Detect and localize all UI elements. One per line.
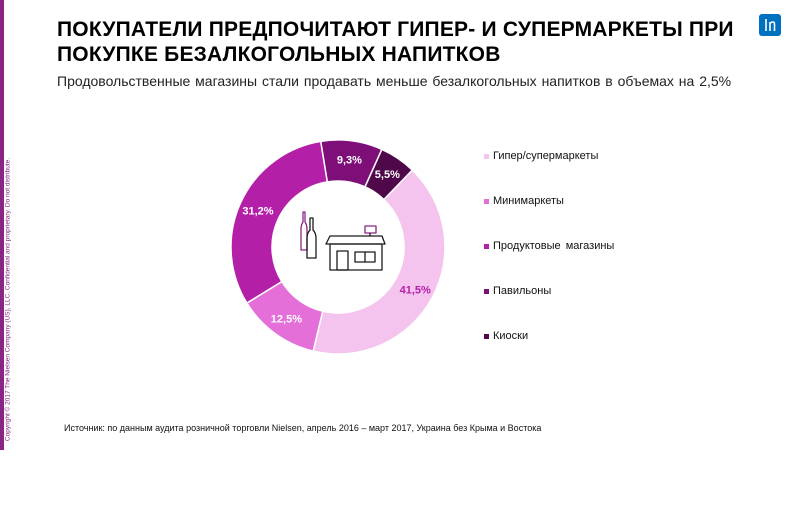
legend-swatch (484, 198, 489, 204)
legend-label: Минимаркеты (493, 195, 564, 207)
slice-label-2: 12,5% (271, 313, 302, 325)
legend-item-2: Минимаркеты (484, 195, 564, 207)
legend-item-1: Гипер/супермаркеты (484, 150, 598, 162)
slice-label-5: 5,5% (375, 169, 400, 181)
legend-swatch (484, 333, 489, 339)
donut-chart: 41,5% 12,5% 31,2% 9,3% 5,5% (230, 139, 446, 355)
slice-label-4: 9,3% (337, 155, 362, 167)
legend-item-5: Киоски (484, 330, 528, 342)
store-and-bottles-icon (300, 211, 386, 271)
slice-label-1: 41,5% (400, 284, 431, 296)
legend-label: Гипер/супермаркеты (493, 150, 599, 162)
legend-label: Киоски (493, 330, 529, 342)
page-subtitle: Продовольственные магазины стали продава… (57, 73, 732, 89)
slice-label-3: 31,2% (242, 205, 273, 217)
donut-slice-labels: 41,5% 12,5% 31,2% 9,3% 5,5% (242, 155, 431, 326)
nielsen-logo-icon (759, 14, 781, 36)
legend-label: Павильоны (493, 285, 552, 297)
legend-swatch (484, 243, 489, 249)
legend-swatch (484, 288, 489, 294)
legend-label: Продуктовые магазины (493, 240, 615, 252)
legend-swatch (484, 153, 489, 159)
nielsen-logo-mark (765, 19, 776, 31)
brand-side-bar (0, 0, 4, 450)
donut-hole (272, 181, 404, 313)
legend-item-3: Продуктовые магазины (484, 240, 614, 252)
source-note: Источник: по данным аудита розничной тор… (64, 423, 542, 433)
legend-item-4: Павильоны (484, 285, 551, 297)
page-title: ПОКУПАТЕЛИ ПРЕДПОЧИТАЮТ ГИПЕР- И СУПЕРМА… (57, 18, 734, 66)
